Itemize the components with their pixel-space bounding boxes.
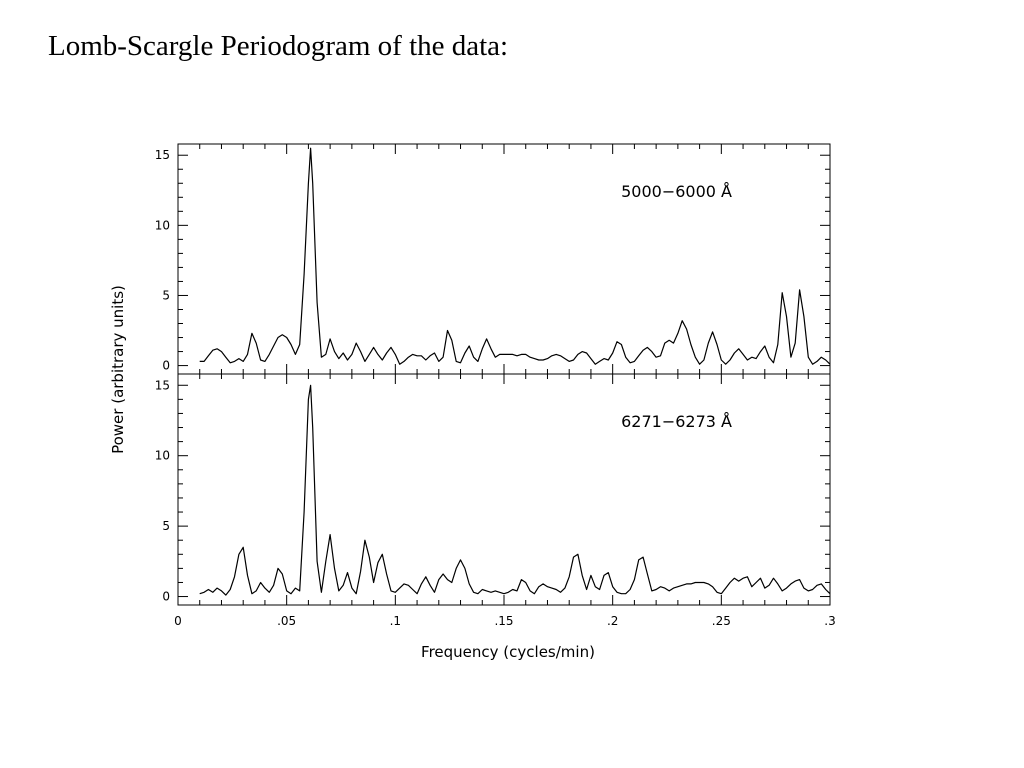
panel-frame xyxy=(177,373,831,606)
panel-2: 0 5 10 15 6271−6273 Å xyxy=(155,373,831,606)
y-tick-label: 0 xyxy=(162,590,170,604)
x-tick-label: .05 xyxy=(277,614,296,628)
y-tick-label: 0 xyxy=(162,359,170,373)
x-tick-label: .25 xyxy=(712,614,731,628)
x-tick-label: .3 xyxy=(824,614,835,628)
x-tick-label: 0 xyxy=(174,614,182,628)
x-tick-label: .2 xyxy=(607,614,618,628)
y-tick-label: 10 xyxy=(155,218,170,232)
x-axis-label: Frequency (cycles/min) xyxy=(421,643,595,661)
y-tick-label: 5 xyxy=(162,519,170,533)
x-tick-label: .15 xyxy=(494,614,513,628)
y-tick-label: 10 xyxy=(155,449,170,463)
y-axis-label: Power (arbitrary units) xyxy=(109,285,127,454)
panel-1: 0 5 10 15 5000−6000 Å xyxy=(155,143,831,375)
panel-label: 5000−6000 Å xyxy=(621,182,732,201)
panel-label: 6271−6273 Å xyxy=(621,412,732,431)
slide-title: Lomb-Scargle Periodogram of the data: xyxy=(48,30,509,62)
y-tick-label: 15 xyxy=(155,378,170,392)
series-line xyxy=(199,147,831,365)
y-tick-label: 15 xyxy=(155,148,170,162)
chart-panels: 0 5 10 15 5000−6000 Å 0 5 10 15 6271−6273 Å 0 .05 .1… xyxy=(155,143,836,628)
panel-frame xyxy=(177,143,831,375)
series-line xyxy=(199,384,831,596)
y-tick-label: 5 xyxy=(162,288,170,302)
x-tick-label: .1 xyxy=(390,614,401,628)
